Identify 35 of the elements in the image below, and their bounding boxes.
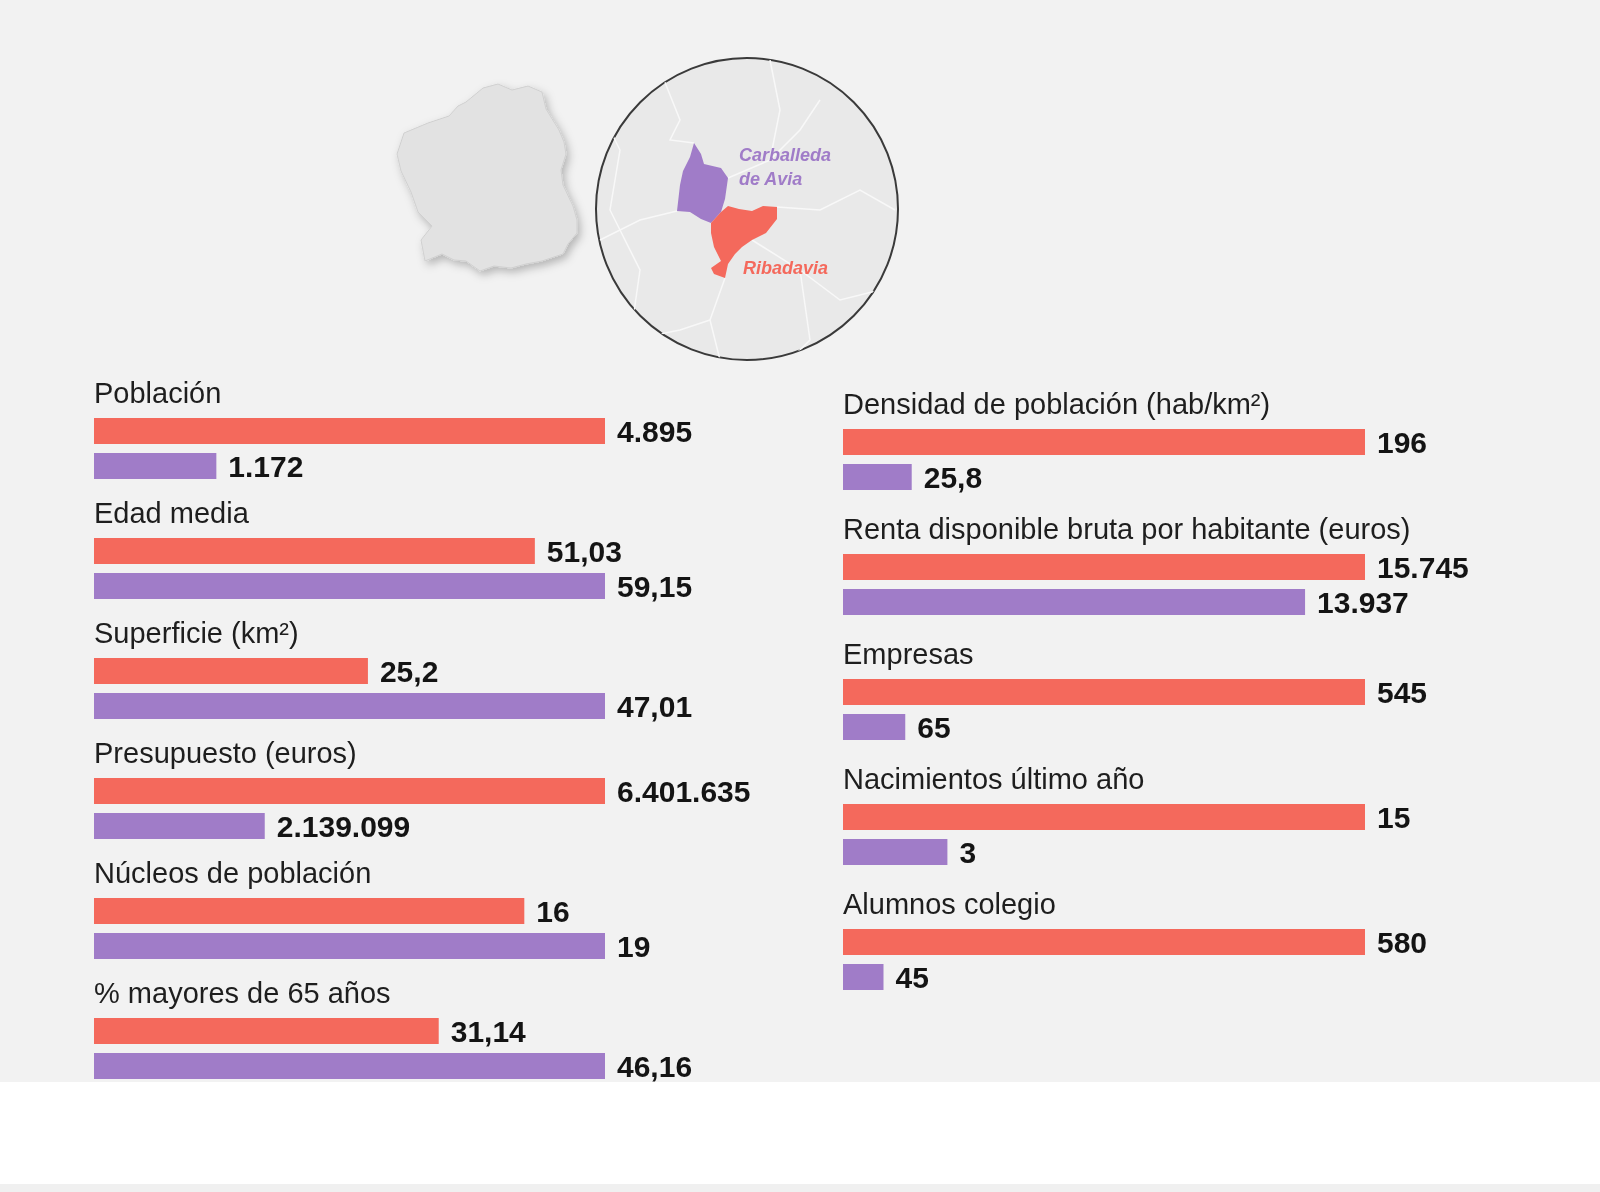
data-label: 59,15 — [617, 569, 693, 603]
data-label: 580 — [1377, 925, 1428, 959]
chart-title: Renta disponible bruta por habitante (euros) — [843, 513, 1412, 545]
text: Carballeda de Avia — [739, 144, 833, 191]
data-label: 45 — [895, 960, 929, 994]
chart-title: Empresas — [843, 638, 975, 670]
chart-title: Superficie (km²) — [94, 617, 300, 649]
data-label: 19 — [617, 929, 651, 963]
data-label: 4.895 — [617, 414, 693, 448]
data-label: 65 — [917, 710, 951, 744]
chart-title: Nacimientos último año — [843, 763, 1146, 795]
data-label: 3 — [959, 835, 977, 869]
data-label: 25,8 — [923, 460, 983, 494]
data-label: 46,16 — [617, 1049, 693, 1083]
data-label: 25,2 — [379, 654, 439, 688]
data-label: 1.172 — [228, 449, 304, 483]
chart-title: Edad media — [94, 497, 250, 529]
data-label: 13.937 — [1317, 585, 1409, 619]
chart-title: Densidad de población (hab/km²) — [843, 388, 1272, 420]
chart-title: Población — [94, 377, 223, 409]
chart-title: Núcleos de población — [94, 857, 373, 889]
data-label: 15 — [1377, 800, 1411, 834]
chart-title: % mayores de 65 años — [94, 977, 392, 1009]
chart-title: Alumnos colegio — [843, 888, 1057, 920]
data-label: 47,01 — [617, 689, 693, 723]
text: Ribadavia — [743, 257, 830, 280]
data-label: 6.401.635 — [617, 774, 751, 808]
data-label: 31,14 — [450, 1014, 527, 1048]
data-label: 545 — [1377, 675, 1428, 709]
data-label: 51,03 — [546, 534, 622, 568]
data-label: 196 — [1377, 425, 1428, 459]
data-label: 16 — [536, 894, 570, 928]
chart-title: Presupuesto (euros) — [94, 737, 358, 769]
data-label: 15.745 — [1377, 550, 1469, 584]
data-label: 2.139.099 — [276, 809, 411, 843]
